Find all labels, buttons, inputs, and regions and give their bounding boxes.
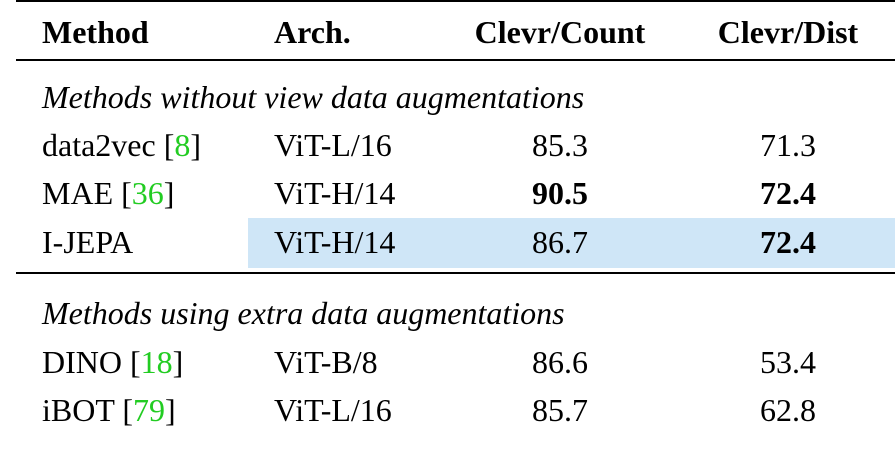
count: 85.3: [532, 127, 588, 163]
count: 86.7: [532, 224, 588, 260]
method: data2vec 8: [42, 121, 201, 169]
dist: 72.4: [760, 224, 816, 260]
column-header: Arch.: [274, 14, 351, 50]
arch: ViT-L/16: [274, 127, 392, 163]
dist: 53.4: [760, 344, 816, 380]
method-name: DINO: [42, 344, 122, 380]
dist: 71.3: [760, 127, 816, 163]
count: 85.7: [532, 392, 588, 428]
citation[interactable]: 8: [164, 127, 201, 163]
method-name: MAE: [42, 175, 114, 211]
method: iBOT 79: [42, 386, 176, 434]
header-rule: [16, 59, 895, 61]
citation[interactable]: 36: [121, 175, 174, 211]
method: MAE 36: [42, 169, 174, 217]
highlight: [248, 218, 895, 268]
citation[interactable]: 79: [122, 392, 175, 428]
section-title: Methods using extra data augmentations: [42, 295, 565, 331]
section-rule: [16, 272, 895, 274]
dist: 62.8: [760, 392, 816, 428]
arch: ViT-H/14: [274, 175, 396, 211]
dist: 72.4: [760, 175, 816, 211]
top-rule: [16, 0, 895, 2]
method: I-JEPA: [42, 218, 133, 266]
column-header: Clevr/Count: [474, 14, 646, 50]
count: 90.5: [532, 175, 588, 211]
method-name: data2vec: [42, 127, 156, 163]
method: DINO 18: [42, 338, 183, 386]
count: 86.6: [532, 344, 588, 380]
method-name: I-JEPA: [42, 224, 134, 260]
column-header: Clevr/Dist: [717, 14, 859, 50]
arch: ViT-H/14: [274, 224, 396, 260]
arch: ViT-L/16: [274, 392, 392, 428]
citation[interactable]: 18: [130, 344, 183, 380]
method-name: iBOT: [42, 392, 115, 428]
column-header: Method: [42, 14, 149, 50]
section-title: Methods without view data augmentations: [42, 79, 585, 115]
arch: ViT-B/8: [274, 344, 378, 380]
